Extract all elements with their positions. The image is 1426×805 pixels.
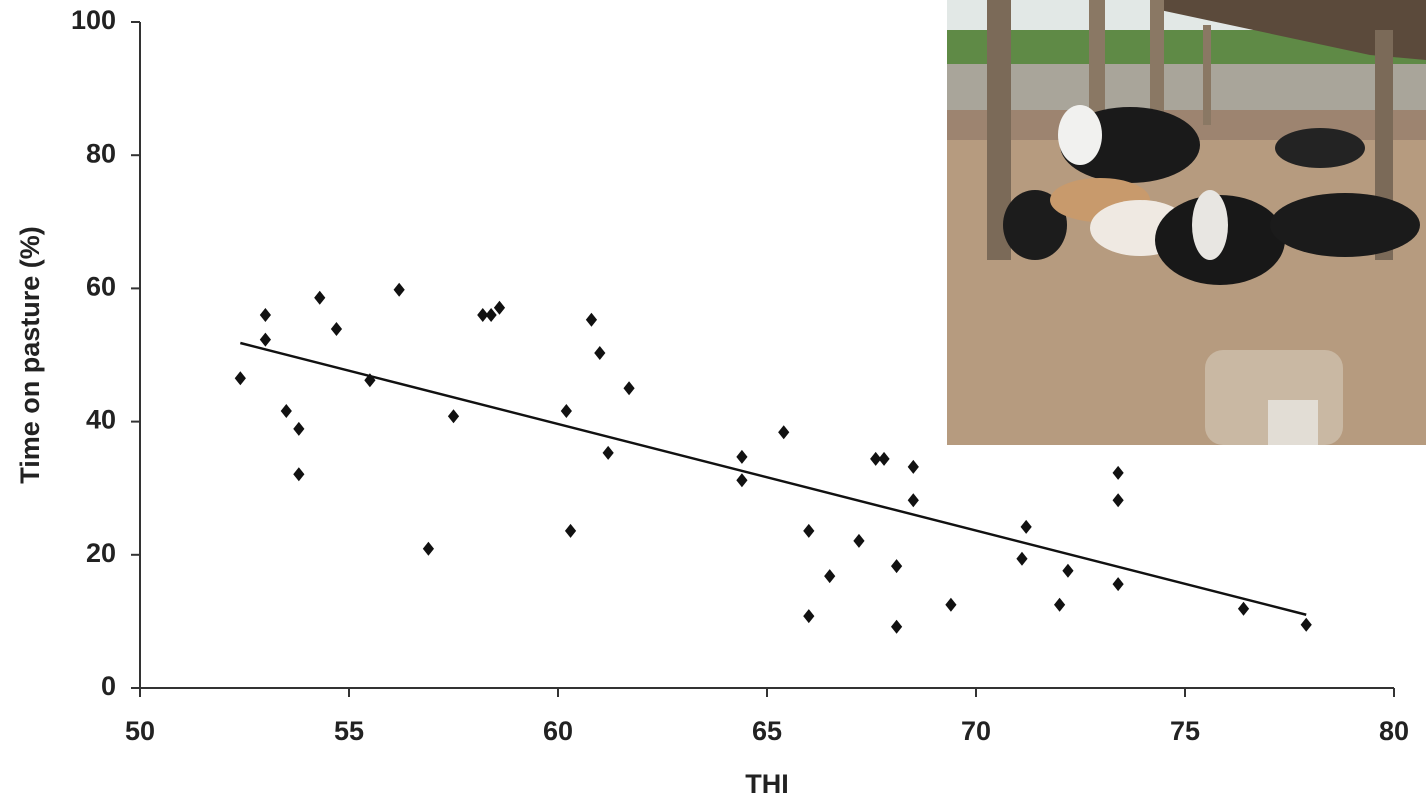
point [803,609,815,624]
point [234,371,246,386]
point [778,425,790,440]
point [293,421,305,436]
point [890,619,903,634]
point [259,332,271,347]
point [560,403,572,418]
inset-photo [947,0,1426,445]
y-tick-label: 40 [86,405,116,435]
point [907,493,919,508]
x-tick-label: 65 [752,716,782,746]
trend-line [240,341,1307,616]
point [422,541,435,556]
point [314,290,326,305]
point [890,559,903,574]
point [853,533,865,548]
x-tick-label: 75 [1170,716,1200,746]
point [907,459,919,474]
point [1112,493,1124,508]
point [594,346,606,361]
point [564,523,577,538]
point [736,449,748,464]
point [330,322,343,337]
point [280,403,292,418]
point [1300,617,1312,632]
point [447,409,460,424]
x-tick-label: 70 [961,716,991,746]
y-tick-label: 20 [86,538,116,568]
y-tick-label: 100 [71,5,116,35]
point [1112,577,1124,592]
point [1016,551,1028,566]
point [393,282,405,297]
point [945,597,957,612]
y-tick-label: 80 [86,138,116,168]
x-tick-label: 80 [1379,716,1409,746]
x-tick-label: 60 [543,716,573,746]
y-tick-label: 0 [101,671,116,701]
point [477,308,489,323]
point [1112,465,1124,480]
point [623,381,635,396]
point [602,445,614,460]
point [1054,597,1066,612]
point [293,467,305,482]
point [803,523,815,538]
point [585,312,598,327]
y-axis-label: Time on pasture (%) [15,226,45,484]
point [1062,563,1074,578]
point [878,451,890,466]
point [259,308,271,323]
point [364,373,376,388]
point [870,451,882,466]
x-axis-label: THI [745,769,789,799]
x-tick-label: 50 [125,716,155,746]
point [1237,601,1250,616]
point [824,569,836,584]
point [493,300,506,315]
y-tick-label: 60 [86,272,116,302]
x-tick-label: 55 [334,716,364,746]
point [1020,519,1032,534]
point [736,473,748,488]
point [485,308,497,323]
